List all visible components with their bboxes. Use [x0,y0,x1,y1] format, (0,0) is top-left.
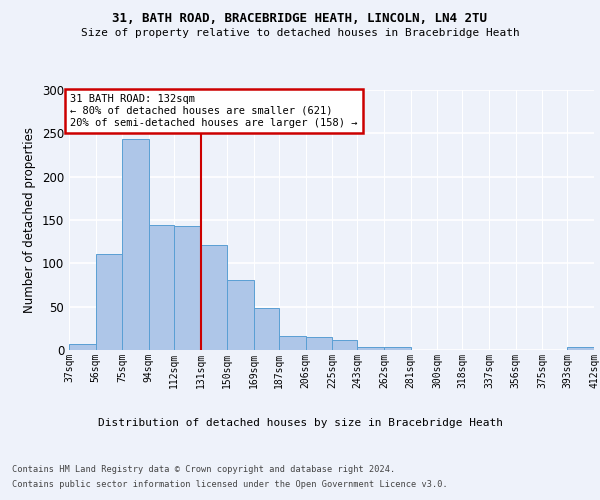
Bar [69,344,95,350]
Bar [384,348,410,350]
Text: 31 BATH ROAD: 132sqm
← 80% of detached houses are smaller (621)
20% of semi-deta: 31 BATH ROAD: 132sqm ← 80% of detached h… [70,94,358,128]
Text: 31, BATH ROAD, BRACEBRIDGE HEATH, LINCOLN, LN4 2TU: 31, BATH ROAD, BRACEBRIDGE HEATH, LINCOL… [113,12,487,26]
Bar [122,140,149,350]
Bar [200,245,227,350]
Bar [305,337,332,350]
Bar [358,346,384,350]
Text: Contains HM Land Registry data © Crown copyright and database right 2024.: Contains HM Land Registry data © Crown c… [12,465,395,474]
Bar [95,254,122,350]
Bar [568,348,594,350]
Bar [227,280,254,350]
Bar [279,336,305,350]
Text: Contains public sector information licensed under the Open Government Licence v3: Contains public sector information licen… [12,480,448,489]
Bar [332,340,358,350]
Text: Distribution of detached houses by size in Bracebridge Heath: Distribution of detached houses by size … [97,418,503,428]
Text: Size of property relative to detached houses in Bracebridge Heath: Size of property relative to detached ho… [80,28,520,38]
Y-axis label: Number of detached properties: Number of detached properties [23,127,37,313]
Bar [174,226,200,350]
Bar [254,308,279,350]
Bar [149,225,174,350]
